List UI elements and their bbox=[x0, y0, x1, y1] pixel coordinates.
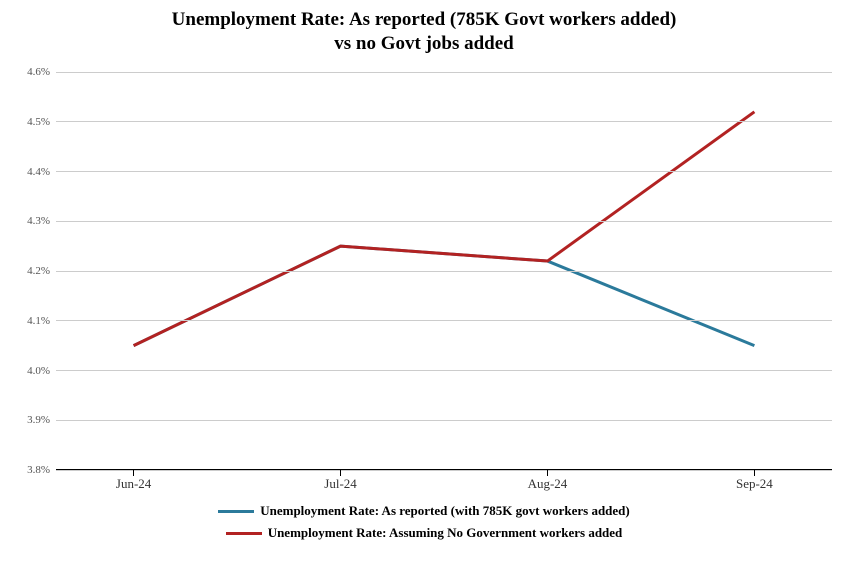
legend: Unemployment Rate: As reported (with 785… bbox=[0, 500, 848, 544]
legend-item: Unemployment Rate: As reported (with 785… bbox=[0, 500, 848, 522]
y-gridline bbox=[56, 320, 832, 321]
x-tick-label: Jun-24 bbox=[116, 470, 151, 492]
legend-item: Unemployment Rate: Assuming No Governmen… bbox=[0, 522, 848, 544]
legend-label: Unemployment Rate: As reported (with 785… bbox=[260, 503, 630, 519]
legend-swatch bbox=[226, 532, 262, 535]
y-gridline bbox=[56, 72, 832, 73]
y-tick-label: 3.8% bbox=[27, 464, 56, 476]
y-gridline bbox=[56, 420, 832, 421]
y-tick-label: 4.0% bbox=[27, 365, 56, 377]
chart-title-line1: Unemployment Rate: As reported (785K Gov… bbox=[172, 9, 677, 30]
y-tick-label: 3.9% bbox=[27, 414, 56, 426]
y-gridline bbox=[56, 271, 832, 272]
chart-title: Unemployment Rate: As reported (785K Gov… bbox=[0, 8, 848, 56]
y-gridline bbox=[56, 221, 832, 222]
chart-title-line2: vs no Govt jobs added bbox=[334, 33, 514, 54]
y-gridline bbox=[56, 370, 832, 371]
y-tick-label: 4.5% bbox=[27, 116, 56, 128]
x-tick-label: Aug-24 bbox=[528, 470, 568, 492]
x-axis-line bbox=[56, 469, 832, 470]
legend-label: Unemployment Rate: Assuming No Governmen… bbox=[268, 525, 623, 541]
y-gridline bbox=[56, 121, 832, 122]
x-tick-label: Jul-24 bbox=[324, 470, 357, 492]
y-tick-label: 4.3% bbox=[27, 215, 56, 227]
y-tick-label: 4.6% bbox=[27, 66, 56, 78]
x-tick-label: Sep-24 bbox=[736, 470, 773, 492]
plot-area: 3.8%3.9%4.0%4.1%4.2%4.3%4.4%4.5%4.6%Jun-… bbox=[56, 72, 832, 470]
series-line-0 bbox=[134, 246, 755, 346]
series-line-1 bbox=[134, 112, 755, 346]
y-tick-label: 4.4% bbox=[27, 166, 56, 178]
legend-swatch bbox=[218, 510, 254, 513]
y-tick-label: 4.1% bbox=[27, 315, 56, 327]
y-tick-label: 4.2% bbox=[27, 265, 56, 277]
unemployment-chart: Unemployment Rate: As reported (785K Gov… bbox=[0, 0, 848, 571]
y-gridline bbox=[56, 171, 832, 172]
